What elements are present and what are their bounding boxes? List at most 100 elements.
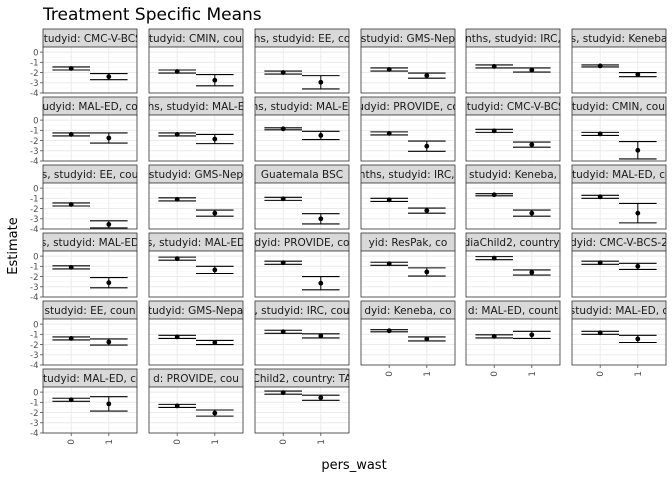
panel-border: [360, 182, 456, 230]
facet-panel: studyid: MAL-ED, c 0 1: [570, 300, 669, 377]
estimate-point: [106, 135, 112, 141]
estimate-point: [106, 280, 112, 286]
facet-panel: s, studyid: MAL-ED0-1-2-3-4: [30, 232, 138, 303]
estimate-point: [597, 330, 603, 336]
panel-background: [466, 47, 560, 93]
facet-panel: hs, studyid: EE, co: [254, 28, 350, 94]
panel-border: [254, 182, 350, 230]
x-tick-label: 1: [105, 439, 115, 445]
y-tick-label: -3: [30, 147, 38, 157]
facet-panel: dyid: PROVIDE, co: [254, 232, 350, 298]
estimate-point: [212, 267, 218, 273]
estimate-point: [318, 216, 324, 222]
panel-border: [254, 250, 350, 298]
facet-panel: Guatemala BSC: [254, 164, 350, 230]
estimate-point: [318, 79, 324, 85]
panel-border: [42, 114, 138, 162]
panel-background: [572, 251, 666, 297]
facet-panel: studyid: MAL-ED, co: [567, 164, 672, 230]
panel-border: [42, 386, 138, 434]
estimate-point: [318, 333, 324, 339]
facet-strip-label: studyid: GMS-Nepal,: [143, 305, 250, 317]
estimate-point: [386, 197, 392, 203]
estimate-point: [529, 210, 535, 216]
panel-background: [255, 47, 349, 93]
facet-strip-label: studyid: CMIN, coun: [566, 101, 671, 113]
estimate-point: [386, 67, 392, 72]
estimate-point: [68, 397, 74, 403]
facet-panel: Child2, country: TA 0 1: [254, 368, 350, 445]
y-tick-label: -3: [30, 79, 38, 89]
panel-background: [361, 47, 455, 93]
facet-strip-label: h, studyid: IRC, coun: [248, 305, 356, 317]
facet-panel: studyid: CMIN, coun: [566, 96, 671, 162]
panel-background: [361, 251, 455, 297]
panel-background: [466, 251, 560, 297]
estimate-point: [280, 126, 286, 132]
facet-panel: studyid: CMC-V-BCS: [465, 96, 561, 162]
estimate-point: [68, 202, 74, 207]
estimate-point: [174, 334, 180, 340]
facet-strip-label: udyid: CMC-V-BCS-20: [563, 237, 672, 249]
facet-strip-label: studyid: MAL-ED, co: [567, 169, 672, 181]
estimate-point: [318, 133, 324, 138]
facet-strip-label: studyid: CMIN, coun: [143, 33, 248, 45]
x-tick-label: 1: [317, 439, 327, 445]
panel-background: [466, 183, 560, 229]
facet-panel: d: MAL-ED, count 0 1: [465, 300, 561, 377]
facet-strip-label: hs, studyid: MAL-E: [148, 101, 245, 113]
facet-panel: udyid: PROVIDE, co: [360, 96, 456, 162]
facet-strip-label: nths, studyid: IRC,: [465, 33, 561, 45]
facet-panel: studyid: GMS-Nepal,: [143, 300, 250, 366]
estimate-point: [597, 194, 603, 200]
y-tick-label: -3: [30, 283, 38, 293]
panel-border: [148, 318, 244, 366]
panel-background: [466, 115, 560, 161]
panel-border: [254, 46, 350, 94]
panel-border: [148, 182, 244, 230]
x-tick-label: 0: [385, 371, 395, 377]
x-tick-label: 0: [173, 439, 183, 445]
facet-strip-label: d: MAL-ED, count: [468, 305, 558, 317]
estimate-point: [529, 67, 535, 73]
facet-panel: udyid: MAL-ED, co 0-1-2-3-4: [30, 96, 138, 167]
x-axis-title: pers_wast: [321, 458, 386, 473]
y-tick-label: 0: [33, 116, 38, 126]
panel-border: [571, 250, 667, 298]
estimate-point: [635, 210, 641, 216]
estimate-point: [174, 132, 180, 137]
estimate-point: [68, 264, 74, 270]
facet-strip-label: studyid: MAL-ED, c: [570, 305, 669, 317]
panel-background: [43, 251, 137, 297]
x-tick-label: 1: [528, 371, 538, 377]
facet-strip-label: onths, studyid: IRC, c: [352, 169, 463, 181]
panel-background: [361, 115, 455, 161]
panel-background: [572, 115, 666, 161]
estimate-point: [174, 69, 180, 74]
facet-strip-label: studyid: Keneba,: [469, 169, 557, 181]
facet-strip-label: studyid: CMC-V-BCS: [38, 33, 142, 45]
facet-strip-label: studyid: EE, coun: [44, 305, 135, 317]
facet-strip-label: s, studyid: EE, cou: [42, 169, 139, 181]
facet-panel: d: PROVIDE, cou 0 1: [148, 368, 244, 445]
estimate-point: [68, 132, 74, 137]
estimate-point: [212, 340, 218, 345]
x-tick-label: 0: [279, 439, 289, 445]
facet-panel: s, studyid: MAL-ED: [147, 232, 245, 298]
estimate-point: [174, 196, 180, 202]
panel-border: [465, 250, 561, 298]
panel-background: [572, 183, 666, 229]
panel-background: [361, 183, 455, 229]
estimate-point: [106, 339, 112, 345]
y-tick-label: -1: [30, 399, 38, 409]
facet-strip-label: studyid: MAL-ED, co: [38, 373, 143, 385]
estimate-point: [635, 263, 641, 269]
estimate-point: [424, 336, 430, 342]
panel-border: [42, 46, 138, 94]
facet-strip-label: s, studyid: MAL-ED: [147, 237, 245, 249]
panel-background: [43, 387, 137, 433]
y-tick-label: -4: [30, 429, 38, 439]
y-tick-label: -4: [30, 293, 38, 303]
panel-border: [254, 318, 350, 366]
facet-panel: dyid: Keneba, co 0 1: [360, 300, 456, 377]
